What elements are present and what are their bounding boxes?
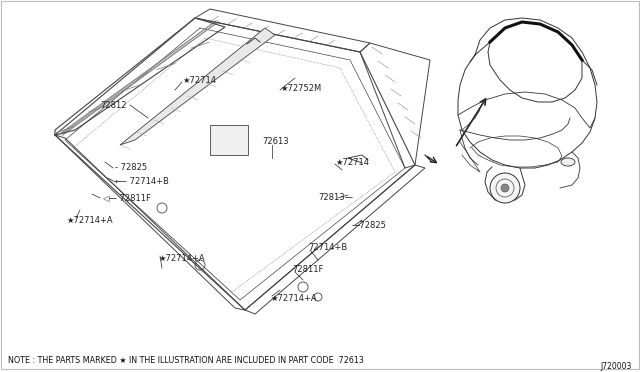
Text: 72613: 72613 <box>262 138 289 147</box>
Text: ★72714: ★72714 <box>335 157 369 167</box>
Text: ★72714: ★72714 <box>182 76 216 84</box>
Ellipse shape <box>561 158 575 166</box>
Text: ⟵ 72714+B: ⟵ 72714+B <box>115 177 169 186</box>
Polygon shape <box>120 28 275 145</box>
Polygon shape <box>55 18 415 310</box>
Text: ★72752M: ★72752M <box>280 83 321 93</box>
Text: 72714+B: 72714+B <box>308 244 348 253</box>
Circle shape <box>490 173 520 203</box>
Text: - 72825: - 72825 <box>115 164 147 173</box>
Text: 72813—: 72813— <box>318 193 353 202</box>
Text: 72811F: 72811F <box>292 266 323 275</box>
Text: ★72714+A: ★72714+A <box>270 294 317 302</box>
Text: 72812: 72812 <box>100 100 127 109</box>
Text: ★72714+A: ★72714+A <box>158 253 205 263</box>
Bar <box>210 125 248 155</box>
Text: ★72714+A: ★72714+A <box>66 215 113 224</box>
Circle shape <box>501 184 509 192</box>
Text: NOTE : THE PARTS MARKED ★ IN THE ILLUSTRATION ARE INCLUDED IN PART CODE  72613: NOTE : THE PARTS MARKED ★ IN THE ILLUSTR… <box>8 356 364 365</box>
Text: —72825: —72825 <box>352 221 387 230</box>
Text: ◁— 72811F: ◁— 72811F <box>102 193 151 202</box>
Text: J720003: J720003 <box>600 362 632 371</box>
